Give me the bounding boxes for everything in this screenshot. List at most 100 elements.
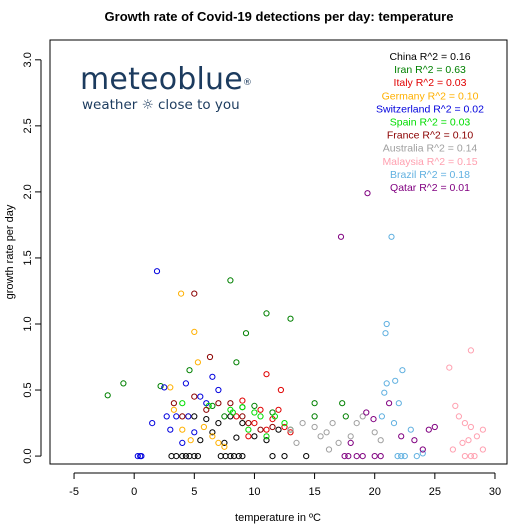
data-point (179, 426, 186, 433)
x-tick-label: 0 (131, 486, 137, 498)
data-point (467, 347, 474, 354)
legend-entry: Switzerland R^2 = 0.02 (376, 103, 484, 115)
data-point (382, 330, 389, 337)
data-point (347, 433, 354, 440)
data-point (287, 429, 294, 436)
data-point (161, 384, 168, 391)
logo-name: meteoblue (80, 62, 243, 97)
data-point (245, 426, 252, 433)
data-point (383, 380, 390, 387)
data-point (263, 310, 270, 317)
data-point (215, 420, 222, 427)
data-point (233, 359, 240, 366)
data-point (419, 450, 426, 457)
data-point (235, 453, 242, 460)
data-point (104, 392, 111, 399)
data-point (287, 426, 294, 433)
data-point (335, 439, 342, 446)
data-point (187, 437, 194, 444)
data-point (471, 453, 478, 460)
data-point (191, 453, 198, 460)
data-point (281, 453, 288, 460)
data-point (245, 420, 252, 427)
data-point (179, 400, 186, 407)
data-point (197, 437, 204, 444)
data-point (329, 420, 336, 427)
data-point (203, 416, 210, 423)
y-tick-label: 2.0 (22, 184, 34, 199)
data-point (452, 402, 459, 409)
data-point (431, 423, 438, 431)
data-point (167, 426, 174, 433)
legend-entry: France R^2 = 0.10 (387, 130, 474, 142)
data-point (467, 453, 474, 460)
data-point (388, 233, 395, 240)
data-point (311, 413, 318, 420)
data-point (359, 413, 366, 420)
x-tick-label: 25 (429, 486, 441, 498)
data-point (398, 453, 405, 460)
data-point (257, 426, 264, 433)
data-point (186, 367, 193, 374)
data-point (251, 433, 258, 440)
data-point (157, 383, 164, 390)
data-point (167, 384, 174, 391)
data-point (221, 443, 228, 450)
data-point (221, 439, 228, 446)
data-point (209, 402, 216, 409)
data-point (209, 433, 216, 440)
data-points (104, 190, 486, 460)
data-point (461, 453, 468, 460)
data-point (479, 426, 486, 433)
data-point (221, 413, 228, 420)
legend-entry: Spain R^2 = 0.03 (390, 117, 471, 129)
data-point (275, 406, 282, 413)
data-point (353, 453, 360, 460)
data-point (401, 453, 408, 460)
data-point (163, 413, 170, 420)
x-tick-label: 10 (248, 486, 260, 498)
data-point (473, 433, 480, 440)
data-point (323, 429, 330, 436)
data-point (325, 446, 333, 453)
legend-entry: China R^2 = 0.16 (389, 51, 470, 63)
meteoblue-logo: meteoblue® weather ☼ close to you (80, 64, 252, 114)
data-point (209, 429, 216, 436)
data-point (364, 190, 371, 197)
data-point (215, 400, 222, 407)
data-point (194, 359, 201, 366)
y-tick-label: 0.0 (22, 448, 34, 463)
data-point (392, 377, 399, 384)
data-point (191, 429, 198, 436)
data-point (170, 406, 177, 413)
y-tick-label: 2.5 (22, 118, 34, 133)
legend-entry: Brazil R^2 = 0.18 (390, 169, 470, 181)
data-point (134, 453, 141, 460)
data-point (239, 413, 246, 420)
data-point (179, 413, 186, 420)
data-point (341, 453, 348, 460)
data-point (173, 453, 180, 460)
data-point (342, 413, 349, 420)
data-point (337, 233, 345, 240)
data-point (178, 290, 185, 297)
legend-entry: Iran R^2 = 0.63 (394, 64, 466, 76)
data-point (269, 423, 276, 431)
data-point (467, 423, 474, 431)
data-point (383, 320, 390, 328)
data-point (263, 371, 270, 378)
data-point (378, 413, 385, 420)
data-point (465, 437, 472, 444)
data-point (359, 453, 366, 460)
data-point (363, 409, 370, 416)
data-point (191, 290, 198, 297)
data-point (197, 393, 204, 400)
data-point (245, 433, 252, 440)
data-point (269, 453, 276, 460)
chart-title: Growth rate of Covid-19 detections per d… (105, 9, 454, 24)
data-point (281, 420, 288, 427)
x-tick-label: 20 (369, 486, 381, 498)
logo-tagline: weather ☼ close to you (82, 97, 240, 113)
data-point (263, 437, 270, 444)
